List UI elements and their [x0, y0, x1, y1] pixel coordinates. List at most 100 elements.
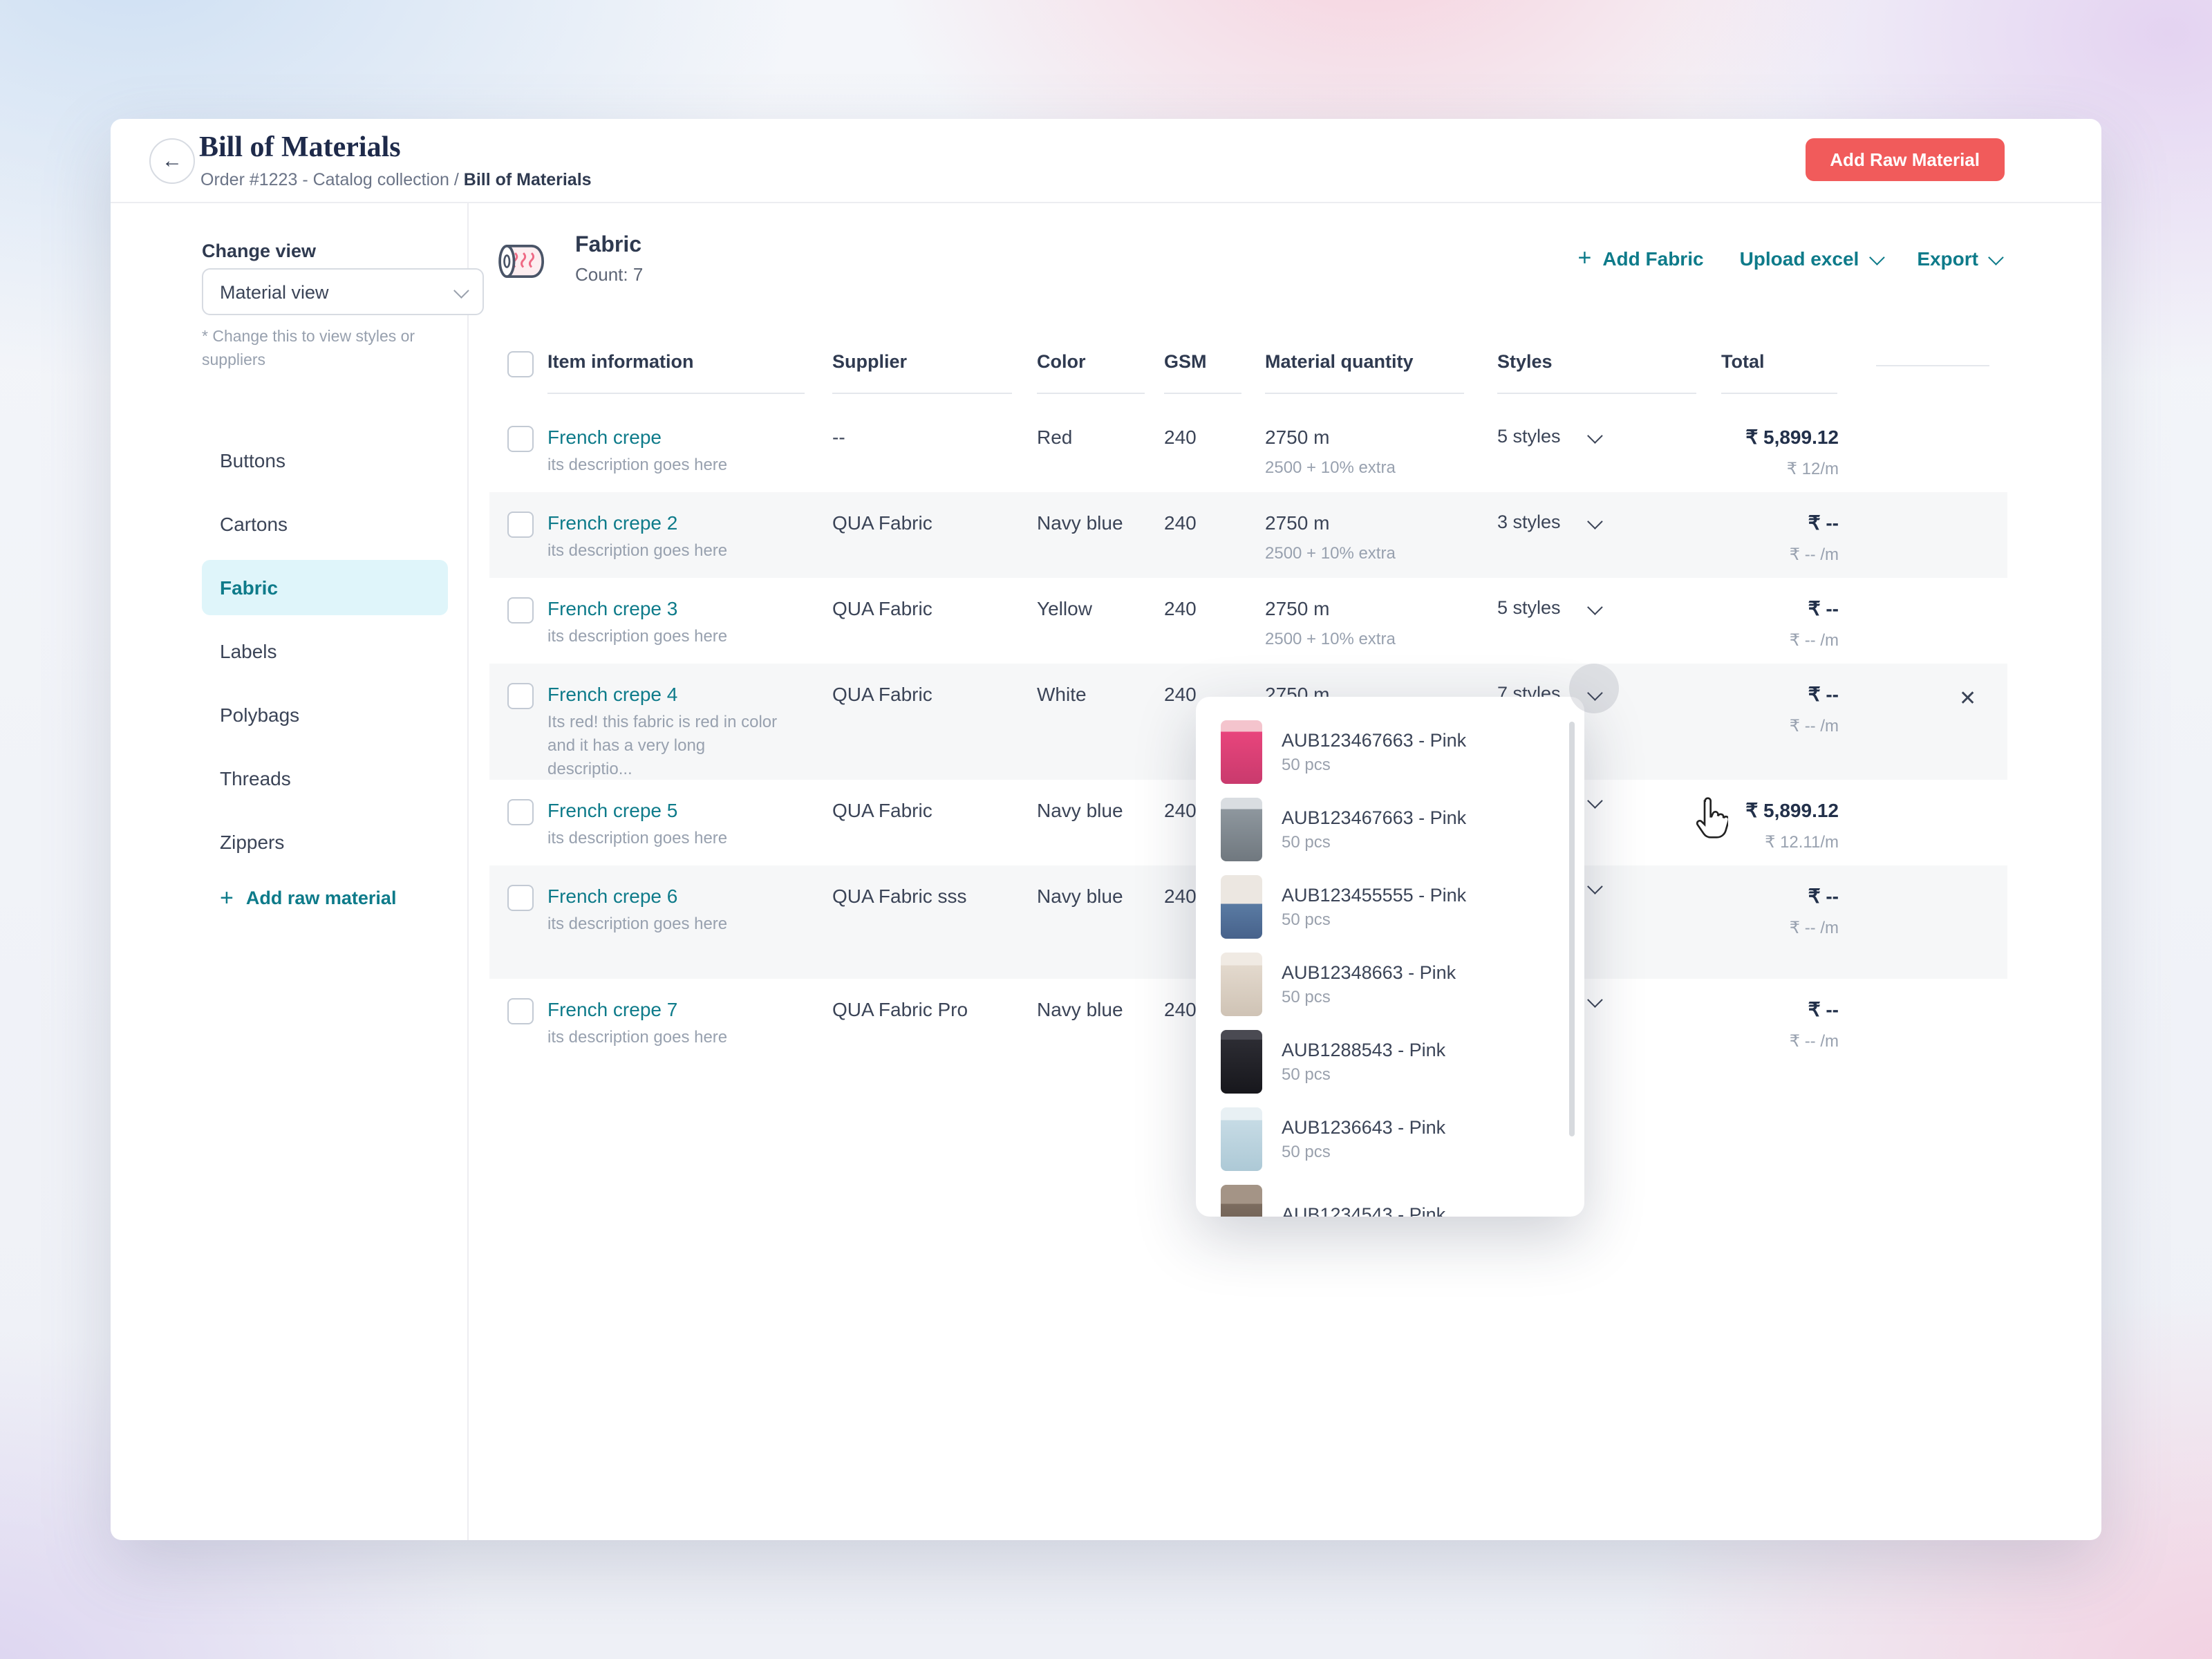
item-description: its description goes here: [547, 914, 728, 933]
styles-label: 5 styles: [1497, 597, 1561, 618]
view-note: * Change this to view styles or supplier…: [202, 329, 415, 369]
item-name-link[interactable]: French crepe 3: [547, 597, 678, 619]
item-name-link[interactable]: French crepe 4: [547, 683, 678, 705]
row-checkbox[interactable]: [507, 885, 534, 911]
total-value: ₹ --: [1808, 998, 1839, 1020]
upload-excel-button[interactable]: Upload excel: [1739, 247, 1885, 269]
bill-of-materials-card: ← Bill of Materials Order #1223 - Catalo…: [111, 119, 2101, 1540]
style-thumbnail: [1221, 1107, 1262, 1171]
hover-highlight: [1569, 664, 1619, 713]
item-name-link[interactable]: French crepe 5: [547, 799, 678, 821]
upload-excel-label: Upload excel: [1739, 247, 1859, 269]
color-cell: Navy blue: [1037, 885, 1123, 907]
column-header-color[interactable]: Color: [1037, 348, 1145, 394]
quantity-value: 2750 m: [1265, 597, 1330, 619]
color-cell: Yellow: [1037, 597, 1092, 619]
plus-icon: +: [1577, 245, 1592, 271]
fabric-roll-icon: [498, 245, 545, 278]
add-fabric-button[interactable]: + Add Fabric: [1577, 246, 1703, 270]
item-name-link[interactable]: French crepe: [547, 426, 662, 448]
column-header-gsm[interactable]: GSM: [1164, 348, 1241, 394]
item-name-link[interactable]: French crepe 2: [547, 512, 678, 534]
row-checkbox[interactable]: [507, 799, 534, 825]
section-count: Count: 7: [575, 264, 644, 285]
row-checkbox[interactable]: [507, 998, 534, 1024]
view-select-value: Material view: [220, 281, 329, 302]
style-option[interactable]: AUB123467663 - Pink 50 pcs: [1221, 713, 1584, 791]
color-cell: Navy blue: [1037, 998, 1123, 1020]
styles-dropdown-trigger[interactable]: 5 styles: [1497, 423, 1603, 451]
item-name-link[interactable]: French crepe 6: [547, 885, 678, 907]
supplier-cell: QUA Fabric: [832, 512, 932, 534]
column-header-styles[interactable]: Styles: [1497, 348, 1696, 394]
style-code: AUB123467663 - Pink: [1282, 807, 1467, 828]
sidebar-add-raw-material[interactable]: + Add raw material: [220, 886, 396, 910]
total-sub: ₹ -- /m: [1789, 716, 1839, 735]
style-thumbnail: [1221, 953, 1262, 1016]
row-checkbox[interactable]: [507, 597, 534, 624]
row-checkbox[interactable]: [507, 512, 534, 538]
gsm-cell: 240: [1164, 683, 1197, 705]
style-option[interactable]: AUB12348663 - Pink 50 pcs: [1221, 946, 1584, 1023]
breadcrumb-prefix: Order #1223 - Catalog collection /: [200, 170, 464, 189]
select-all-checkbox[interactable]: [507, 351, 534, 377]
style-thumbnail: [1221, 798, 1262, 861]
sidebar-item-labels[interactable]: Labels: [220, 640, 277, 662]
style-code: AUB1288543 - Pink: [1282, 1040, 1446, 1060]
table-row: French crepe 5 its description goes here …: [489, 780, 2007, 865]
chevron-down-icon: [1587, 793, 1603, 809]
item-description: its description goes here: [547, 541, 728, 560]
style-thumbnail: [1221, 1030, 1262, 1094]
table-row: French crepe 3 its description goes here …: [489, 578, 2007, 664]
sidebar-item-threads[interactable]: Threads: [220, 767, 291, 789]
total-sub: ₹ 12.11/m: [1765, 832, 1839, 852]
style-option[interactable]: AUB123467663 - Pink 50 pcs: [1221, 791, 1584, 868]
sidebar-item-fabric[interactable]: Fabric: [202, 560, 448, 615]
sidebar-item-cartons[interactable]: Cartons: [220, 513, 288, 535]
section-title: Fabric: [575, 234, 642, 257]
styles-dropdown-trigger[interactable]: 5 styles: [1497, 594, 1603, 622]
styles-dropdown-trigger[interactable]: 3 styles: [1497, 509, 1603, 536]
view-select[interactable]: Material view: [202, 268, 484, 315]
sidebar-item-polybags[interactable]: Polybags: [220, 704, 300, 726]
arrow-left-icon: ←: [162, 149, 182, 173]
style-option[interactable]: AUB1234543 - Pink: [1221, 1178, 1584, 1217]
close-icon[interactable]: ✕: [1959, 687, 1977, 711]
item-description: Its red! this fabric is red in color and…: [547, 712, 778, 778]
item-description: its description goes here: [547, 828, 728, 847]
add-raw-material-button[interactable]: Add Raw Material: [1805, 138, 2005, 181]
sidebar-item-buttons[interactable]: Buttons: [220, 449, 285, 471]
styles-label: 3 styles: [1497, 512, 1561, 532]
item-description: its description goes here: [547, 626, 728, 646]
quantity-value: 2750 m: [1265, 426, 1330, 448]
table-row: French crepe 2 its description goes here …: [489, 492, 2007, 578]
total-sub: ₹ -- /m: [1789, 630, 1839, 650]
column-header-material-quantity[interactable]: Material quantity: [1265, 348, 1464, 394]
supplier-cell: --: [832, 426, 845, 448]
gsm-cell: 240: [1164, 885, 1197, 907]
row-checkbox[interactable]: [507, 426, 534, 452]
scrollbar-thumb[interactable]: [1569, 722, 1575, 1136]
color-cell: Navy blue: [1037, 799, 1123, 821]
back-button[interactable]: ←: [149, 138, 195, 184]
style-option[interactable]: AUB1236643 - Pink 50 pcs: [1221, 1100, 1584, 1178]
sidebar-item-zippers[interactable]: Zippers: [220, 831, 285, 853]
gsm-cell: 240: [1164, 426, 1197, 448]
item-name-link[interactable]: French crepe 7: [547, 998, 678, 1020]
gsm-cell: 240: [1164, 512, 1197, 534]
color-cell: White: [1037, 683, 1087, 705]
styles-dropdown-menu: AUB123467663 - Pink 50 pcs AUB123467663 -…: [1196, 697, 1584, 1217]
supplier-cell: QUA Fabric Pro: [832, 998, 968, 1020]
supplier-cell: QUA Fabric: [832, 799, 932, 821]
row-checkbox[interactable]: [507, 683, 534, 709]
total-sub: ₹ -- /m: [1789, 1031, 1839, 1051]
column-header-supplier[interactable]: Supplier: [832, 348, 1012, 394]
supplier-cell: QUA Fabric: [832, 597, 932, 619]
style-option[interactable]: AUB1288543 - Pink 50 pcs: [1221, 1023, 1584, 1100]
column-header-item-information[interactable]: Item information: [547, 348, 805, 394]
color-cell: Red: [1037, 426, 1073, 448]
style-option[interactable]: AUB123455555 - Pink 50 pcs: [1221, 868, 1584, 946]
column-header-total[interactable]: Total: [1721, 348, 1837, 394]
table-row: French crepe 4 Its red! this fabric is re…: [489, 664, 2007, 780]
export-button[interactable]: Export: [1917, 247, 2004, 269]
